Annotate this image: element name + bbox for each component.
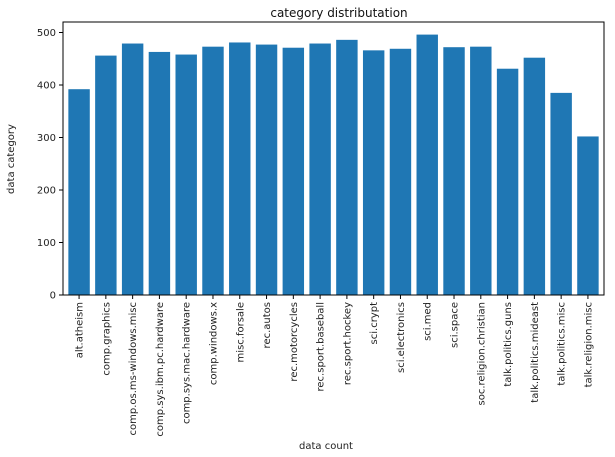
x-tick-label: talk.politics.mideast [530, 302, 541, 403]
x-tick-label: talk.religion.misc [583, 302, 594, 387]
x-tick-label: comp.graphics [101, 302, 112, 376]
x-tick-label: sci.med [423, 302, 434, 341]
bar-sci.electronics [389, 48, 412, 295]
bars-group [68, 34, 599, 296]
bar-comp.graphics [95, 55, 117, 295]
x-tick-label: talk.politics.misc [557, 302, 568, 386]
bar-soc.religion.christian [470, 46, 492, 296]
y-axis: 0 100 200 300 400 500 [37, 28, 63, 302]
x-tick-label: comp.sys.mac.hardware [182, 302, 193, 424]
x-tick-label: sci.electronics [396, 302, 407, 373]
y-tick-label: 200 [37, 186, 56, 197]
x-tick-label: rec.sport.hockey [342, 302, 353, 385]
x-tick-label: soc.religion.christian [476, 302, 487, 405]
y-tick-label: 300 [37, 133, 56, 144]
bar-misc.forsale [229, 42, 251, 295]
bar-alt.atheism [68, 89, 90, 295]
bar-comp.sys.ibm.pc.hardware [148, 51, 171, 296]
bar-comp.os.ms-windows.misc [121, 43, 144, 295]
plot-frame [62, 21, 605, 296]
y-tick-label: 100 [37, 238, 56, 249]
bar-talk.politics.misc [550, 92, 572, 296]
bar-rec.sport.hockey [336, 39, 358, 295]
bar-sci.crypt [362, 50, 385, 295]
x-tick-label: sci.space [450, 302, 461, 348]
x-tick-label: sci.crypt [369, 302, 380, 345]
bar-comp.sys.mac.hardware [175, 54, 197, 295]
chart-title: category distributation [270, 6, 407, 20]
bar-talk.politics.mideast [523, 57, 546, 296]
x-axis: alt.atheism comp.graphics comp.os.ms-windo… [75, 295, 594, 437]
y-tick-label: 400 [37, 81, 56, 92]
bar-rec.sport.baseball [309, 43, 331, 295]
x-tick-label: comp.sys.ibm.pc.hardware [155, 302, 166, 437]
x-tick-label: alt.atheism [75, 302, 86, 358]
x-tick-label: comp.os.ms-windows.misc [128, 302, 139, 436]
x-tick-label: comp.windows.x [208, 302, 219, 385]
bar-talk.religion.misc [577, 136, 599, 295]
bar-sci.med [416, 34, 438, 295]
y-tick-label: 500 [37, 28, 56, 39]
x-tick-label: misc.forsale [235, 302, 246, 362]
x-axis-label: data count [299, 441, 353, 452]
bar-talk.politics.guns [496, 68, 519, 295]
y-tick-label: 0 [50, 291, 56, 302]
bar-comp.windows.x [202, 46, 224, 296]
bar-rec.motorcycles [282, 47, 305, 295]
x-tick-label: talk.politics.guns [503, 302, 514, 387]
x-tick-label: rec.autos [262, 302, 273, 348]
x-tick-label: rec.sport.baseball [316, 302, 327, 391]
y-axis-label: data category [6, 124, 17, 194]
bar-sci.space [443, 47, 465, 296]
x-tick-label: rec.motorcycles [289, 302, 300, 382]
bar-rec.autos [255, 44, 278, 295]
